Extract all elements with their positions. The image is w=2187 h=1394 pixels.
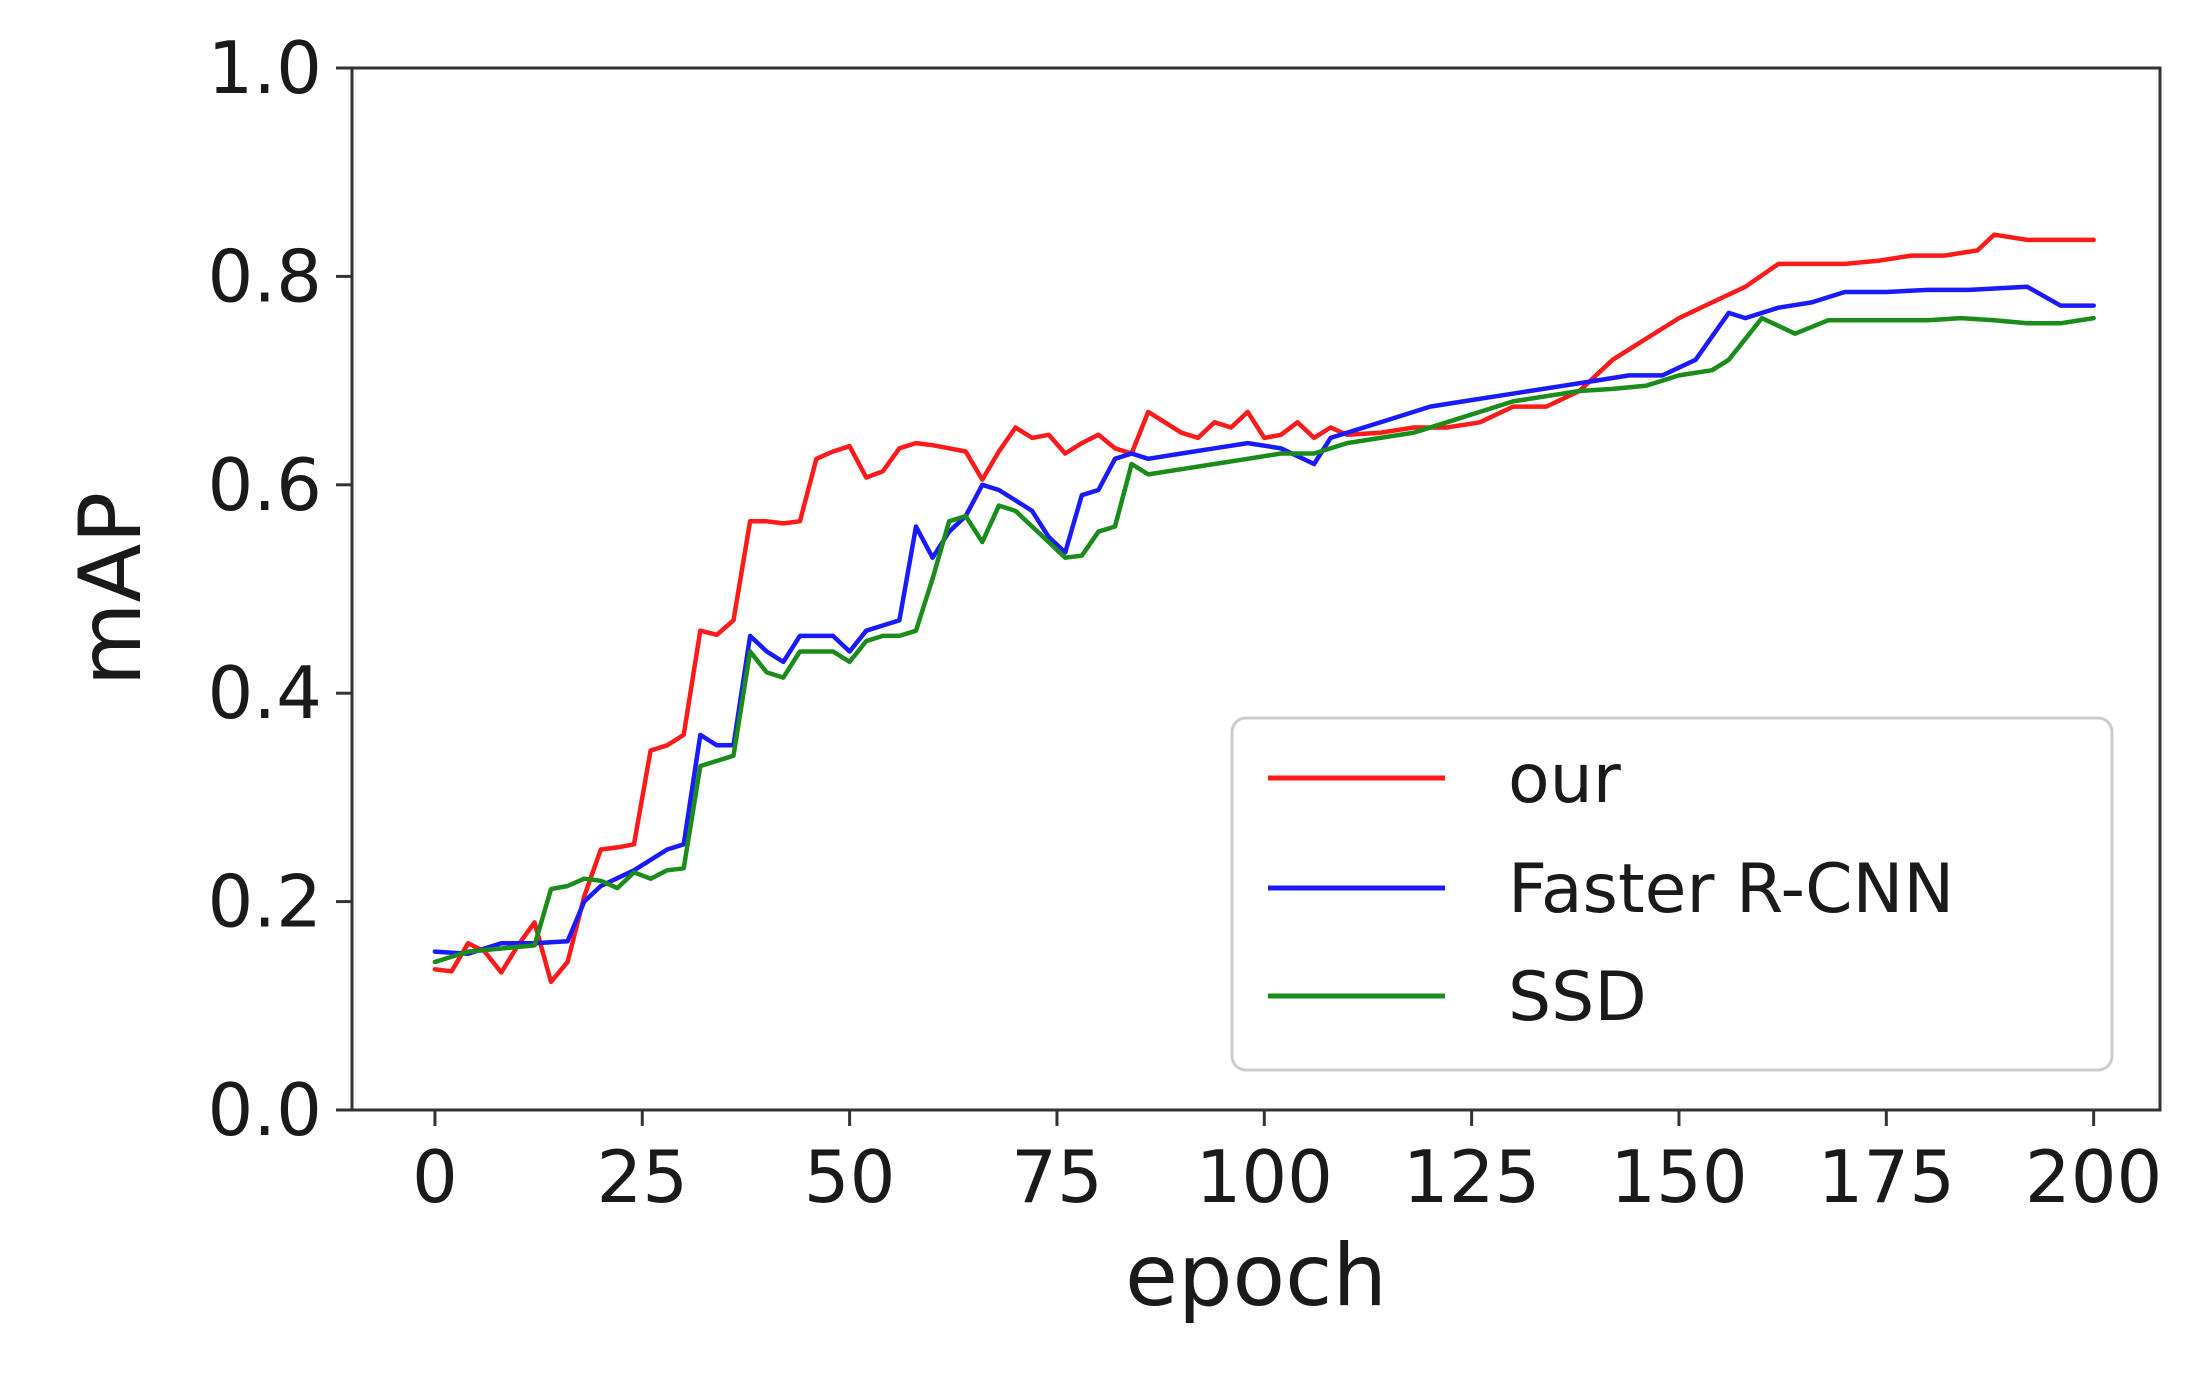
x-tick-label: 150: [1610, 1135, 1747, 1219]
y-tick-label: 0.4: [207, 651, 322, 735]
legend-label: Faster R-CNN: [1508, 850, 1954, 929]
plot-frame: [350, 66, 2162, 1112]
y-tick-label: 0.6: [207, 443, 322, 527]
x-tick-label: 50: [804, 1135, 896, 1219]
y-axis-label: mAP: [61, 492, 161, 686]
series-line-1: [432, 232, 2096, 985]
legend-label: our: [1508, 740, 1621, 819]
y-tick-label: 0.0: [207, 1068, 322, 1152]
x-tick-label: 25: [596, 1135, 688, 1219]
x-axis-label: epoch: [1125, 1226, 1387, 1326]
y-tick-label: 0.8: [207, 234, 322, 318]
x-tick-label: 125: [1403, 1135, 1540, 1219]
y-axis: 0.0 0.2 0.4 0.6 0.8 1.0: [207, 26, 352, 1152]
y-tick-label: 0.2: [207, 860, 322, 944]
series-line-3: [432, 315, 2096, 965]
series-layer: [432, 232, 2096, 985]
legend-label: SSD: [1508, 958, 1647, 1037]
x-axis: 0 25 50 75 100 125 150 175 200: [412, 1110, 2162, 1219]
x-tick-label: 200: [2025, 1135, 2162, 1219]
x-tick-label: 100: [1196, 1135, 1333, 1219]
x-tick-label: 75: [1011, 1135, 1103, 1219]
x-tick-label: 0: [412, 1135, 458, 1219]
x-tick-label: 175: [1818, 1135, 1955, 1219]
legend: our Faster R-CNN SSD: [1230, 716, 2114, 1072]
legend-box: [1230, 716, 2114, 1072]
y-tick-label: 1.0: [207, 26, 322, 110]
series-line-2: [432, 284, 2096, 956]
